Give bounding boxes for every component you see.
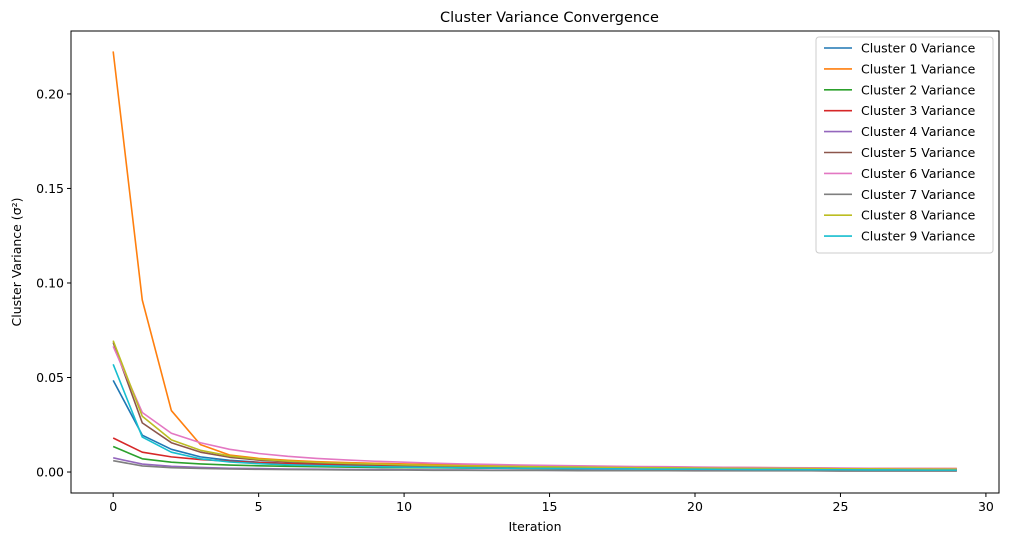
y-axis: 0.00 0.05 0.10 0.15 0.20	[36, 86, 71, 480]
series-lines	[112, 51, 957, 472]
series-line-cluster-8	[112, 340, 957, 470]
legend: Cluster 0 Variance Cluster 1 Variance Clus…	[815, 36, 994, 254]
legend-entry-label: Cluster 4 Variance	[861, 124, 976, 139]
legend-entry-label: Cluster 0 Variance	[861, 41, 976, 56]
y-axis-label: Cluster Variance (σ²)	[9, 198, 24, 327]
y-tick-label: 0.15	[36, 181, 64, 196]
x-tick-label: 25	[833, 499, 849, 514]
chart-title: Cluster Variance Convergence	[440, 10, 659, 26]
legend-entry-label: Cluster 2 Variance	[861, 82, 976, 97]
legend-entry-label: Cluster 6 Variance	[861, 166, 976, 181]
x-axis: 0 5 10 15 20 25 30	[109, 493, 994, 514]
legend-entry-label: Cluster 5 Variance	[861, 145, 976, 160]
x-tick-label: 30	[978, 499, 994, 514]
plot-area	[70, 30, 1000, 494]
legend-entry-label: Cluster 7 Variance	[861, 187, 976, 202]
x-tick-label: 15	[542, 499, 558, 514]
y-tick-label: 0.10	[36, 275, 64, 290]
legend-entry-label: Cluster 1 Variance	[861, 61, 976, 76]
x-axis-label: Iteration	[508, 519, 561, 534]
x-tick-label: 10	[396, 499, 412, 514]
series-line-cluster-9	[112, 363, 957, 471]
series-line-cluster-7	[113, 459, 957, 472]
legend-entry-label: Cluster 8 Variance	[861, 208, 976, 223]
y-tick-label: 0.20	[36, 86, 64, 101]
y-tick-label: 0.05	[36, 370, 64, 385]
legend-entry-label: Cluster 3 Variance	[861, 103, 976, 118]
x-tick-label: 20	[687, 499, 703, 514]
legend-box	[815, 36, 994, 254]
x-tick-label: 5	[255, 499, 263, 514]
x-tick-label: 0	[109, 499, 117, 514]
legend-entry-label: Cluster 9 Variance	[861, 229, 976, 244]
plot-frame	[70, 30, 1000, 494]
y-tick-label: 0.00	[36, 465, 64, 480]
